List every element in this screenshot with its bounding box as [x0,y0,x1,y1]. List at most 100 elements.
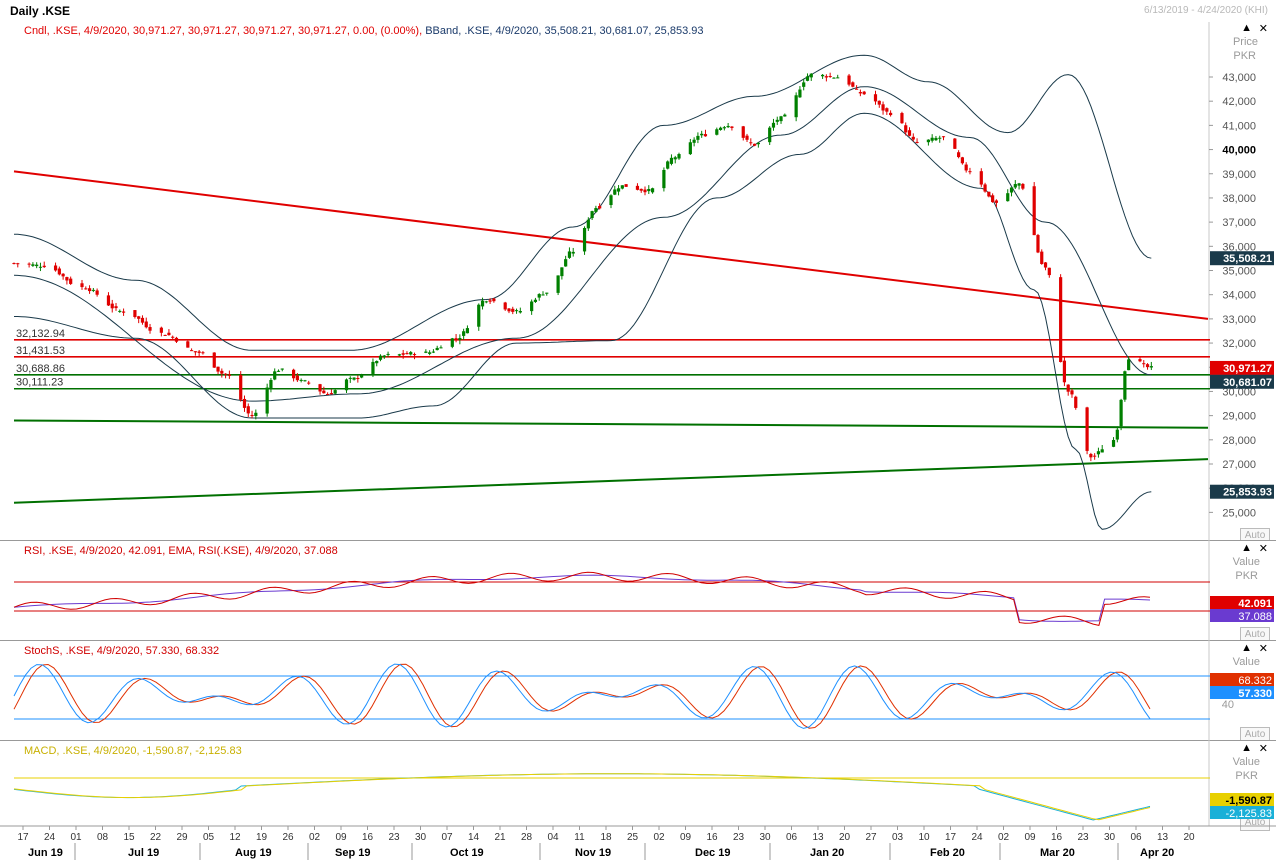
x-tick-label: 24 [44,832,56,843]
candle-down [110,303,114,309]
pane-close-icon[interactable]: ✕ [1258,23,1268,35]
pane-minimize-icon[interactable]: ▲ [1241,542,1252,554]
candle-up [484,301,488,303]
x-month-label: Sep 19 [335,847,370,859]
candle-down [730,126,734,128]
x-tick-label: 04 [547,832,559,843]
auto-scale-button[interactable]: Auto [1240,627,1270,643]
price-pane[interactable]: Cndl, .KSE, 4/9/2020, 30,971.27, 30,971.… [0,22,1276,544]
x-month-label: Jan 20 [810,847,844,859]
pane-minimize-icon[interactable]: ▲ [1241,22,1252,34]
price-tick-label: 27,000 [1222,459,1256,471]
rsi-tag-bg [1210,596,1274,609]
rsi-legend: RSI, .KSE, 4/9/2020, 42.091, EMA, RSI(.K… [24,545,338,557]
x-tick-label: 16 [706,832,718,843]
candle-up [564,259,568,267]
bband-upper-tag: 35,508.21 [1223,253,1272,265]
candle-down [889,112,893,116]
stoch-k-tag: 57.330 [1238,688,1272,700]
candle-down [635,185,640,190]
trendline-red [13,170,1209,320]
candle-down [752,143,757,146]
candle-down [140,317,145,323]
candle-down [1145,364,1150,368]
candle-down [227,374,231,376]
rsi-pane[interactable]: RSI, .KSE, 4/9/2020, 42.091, EMA, RSI(.K… [0,540,1276,643]
auto-scale-button[interactable]: Auto [1240,727,1270,743]
x-tick-label: 24 [971,832,983,843]
candle-up [276,370,281,372]
candle-up [1017,183,1021,186]
candle-up [118,310,122,312]
x-month-label: Feb 20 [930,847,965,859]
x-tick-label: 26 [282,832,294,843]
candle-up [926,139,930,143]
candle-up [465,328,470,334]
x-tick-label: 23 [733,832,745,843]
price-tick-label: 33,000 [1222,314,1256,326]
candle-up [722,127,726,129]
candle-down [915,141,919,143]
level-label: 31,431.53 [16,345,65,357]
candle-down [745,135,749,140]
stoch-d-line [13,663,1151,729]
candle-down [824,76,828,78]
x-tick-label: 09 [1024,832,1036,843]
level-label: 30,111.23 [16,377,63,389]
pane-minimize-icon[interactable]: ▲ [1241,742,1252,754]
candle-up [299,379,303,381]
pane-close-icon[interactable]: ✕ [1258,643,1268,655]
stoch-d-tag-bg [1210,673,1274,686]
candle-up [530,301,534,312]
candle-down [911,136,915,140]
candle-up [768,127,772,143]
candle-up [1111,439,1116,447]
x-tick-label: 03 [892,832,904,843]
rsi-ema-line [13,574,1151,622]
x-tick-label: 21 [494,832,506,843]
x-tick-label: 01 [70,832,82,843]
candle-up [424,351,428,353]
candle-up [802,82,806,87]
pane-minimize-icon[interactable]: ▲ [1241,642,1252,654]
x-tick-label: 10 [918,832,930,843]
candle-down [246,406,250,414]
x-tick-label: 16 [1051,832,1063,843]
x-tick-label: 02 [309,832,321,843]
price-legend: Cndl, .KSE, 4/9/2020, 30,971.27, 30,971.… [24,25,704,37]
pane-close-icon[interactable]: ✕ [1258,743,1268,755]
price-tick-label: 40,000 [1222,145,1256,157]
price-tick-label: 43,000 [1222,72,1256,84]
stoch-k-line [13,663,1151,729]
candle-up [480,300,485,307]
pane-close-icon[interactable]: ✕ [1258,543,1268,555]
x-tick-label: 06 [786,832,798,843]
candle-up [273,371,277,380]
candle-down [239,374,243,400]
candle-down [968,171,972,173]
chart-title: Daily .KSE [10,4,71,18]
macd-legend: MACD, .KSE, 4/9/2020, -1,590.87, -2,125.… [24,745,242,757]
candle-down [144,321,148,328]
candle-up [715,129,719,135]
candle-up [794,95,798,118]
x-tick-label: 20 [1183,832,1195,843]
candle-up [537,294,541,298]
candle-up [514,310,519,312]
candle-down [80,283,84,288]
price-tick-label: 38,000 [1222,193,1256,205]
candle-down [503,302,507,310]
candle-down [12,263,16,265]
candle-up [303,380,307,382]
candle-down [488,300,492,302]
candle-down [201,352,205,354]
bband-mid-tag-bg [1210,374,1274,389]
candle-down [307,382,311,384]
candle-legend: Cndl, .KSE, 4/9/2020, 30,971.27, 30,971.… [24,25,423,37]
price-axis-unit: PKR [1233,50,1256,62]
candle-up [371,361,375,374]
candle-up [1119,399,1123,427]
candle-up [696,135,700,140]
candle-down [53,265,58,271]
